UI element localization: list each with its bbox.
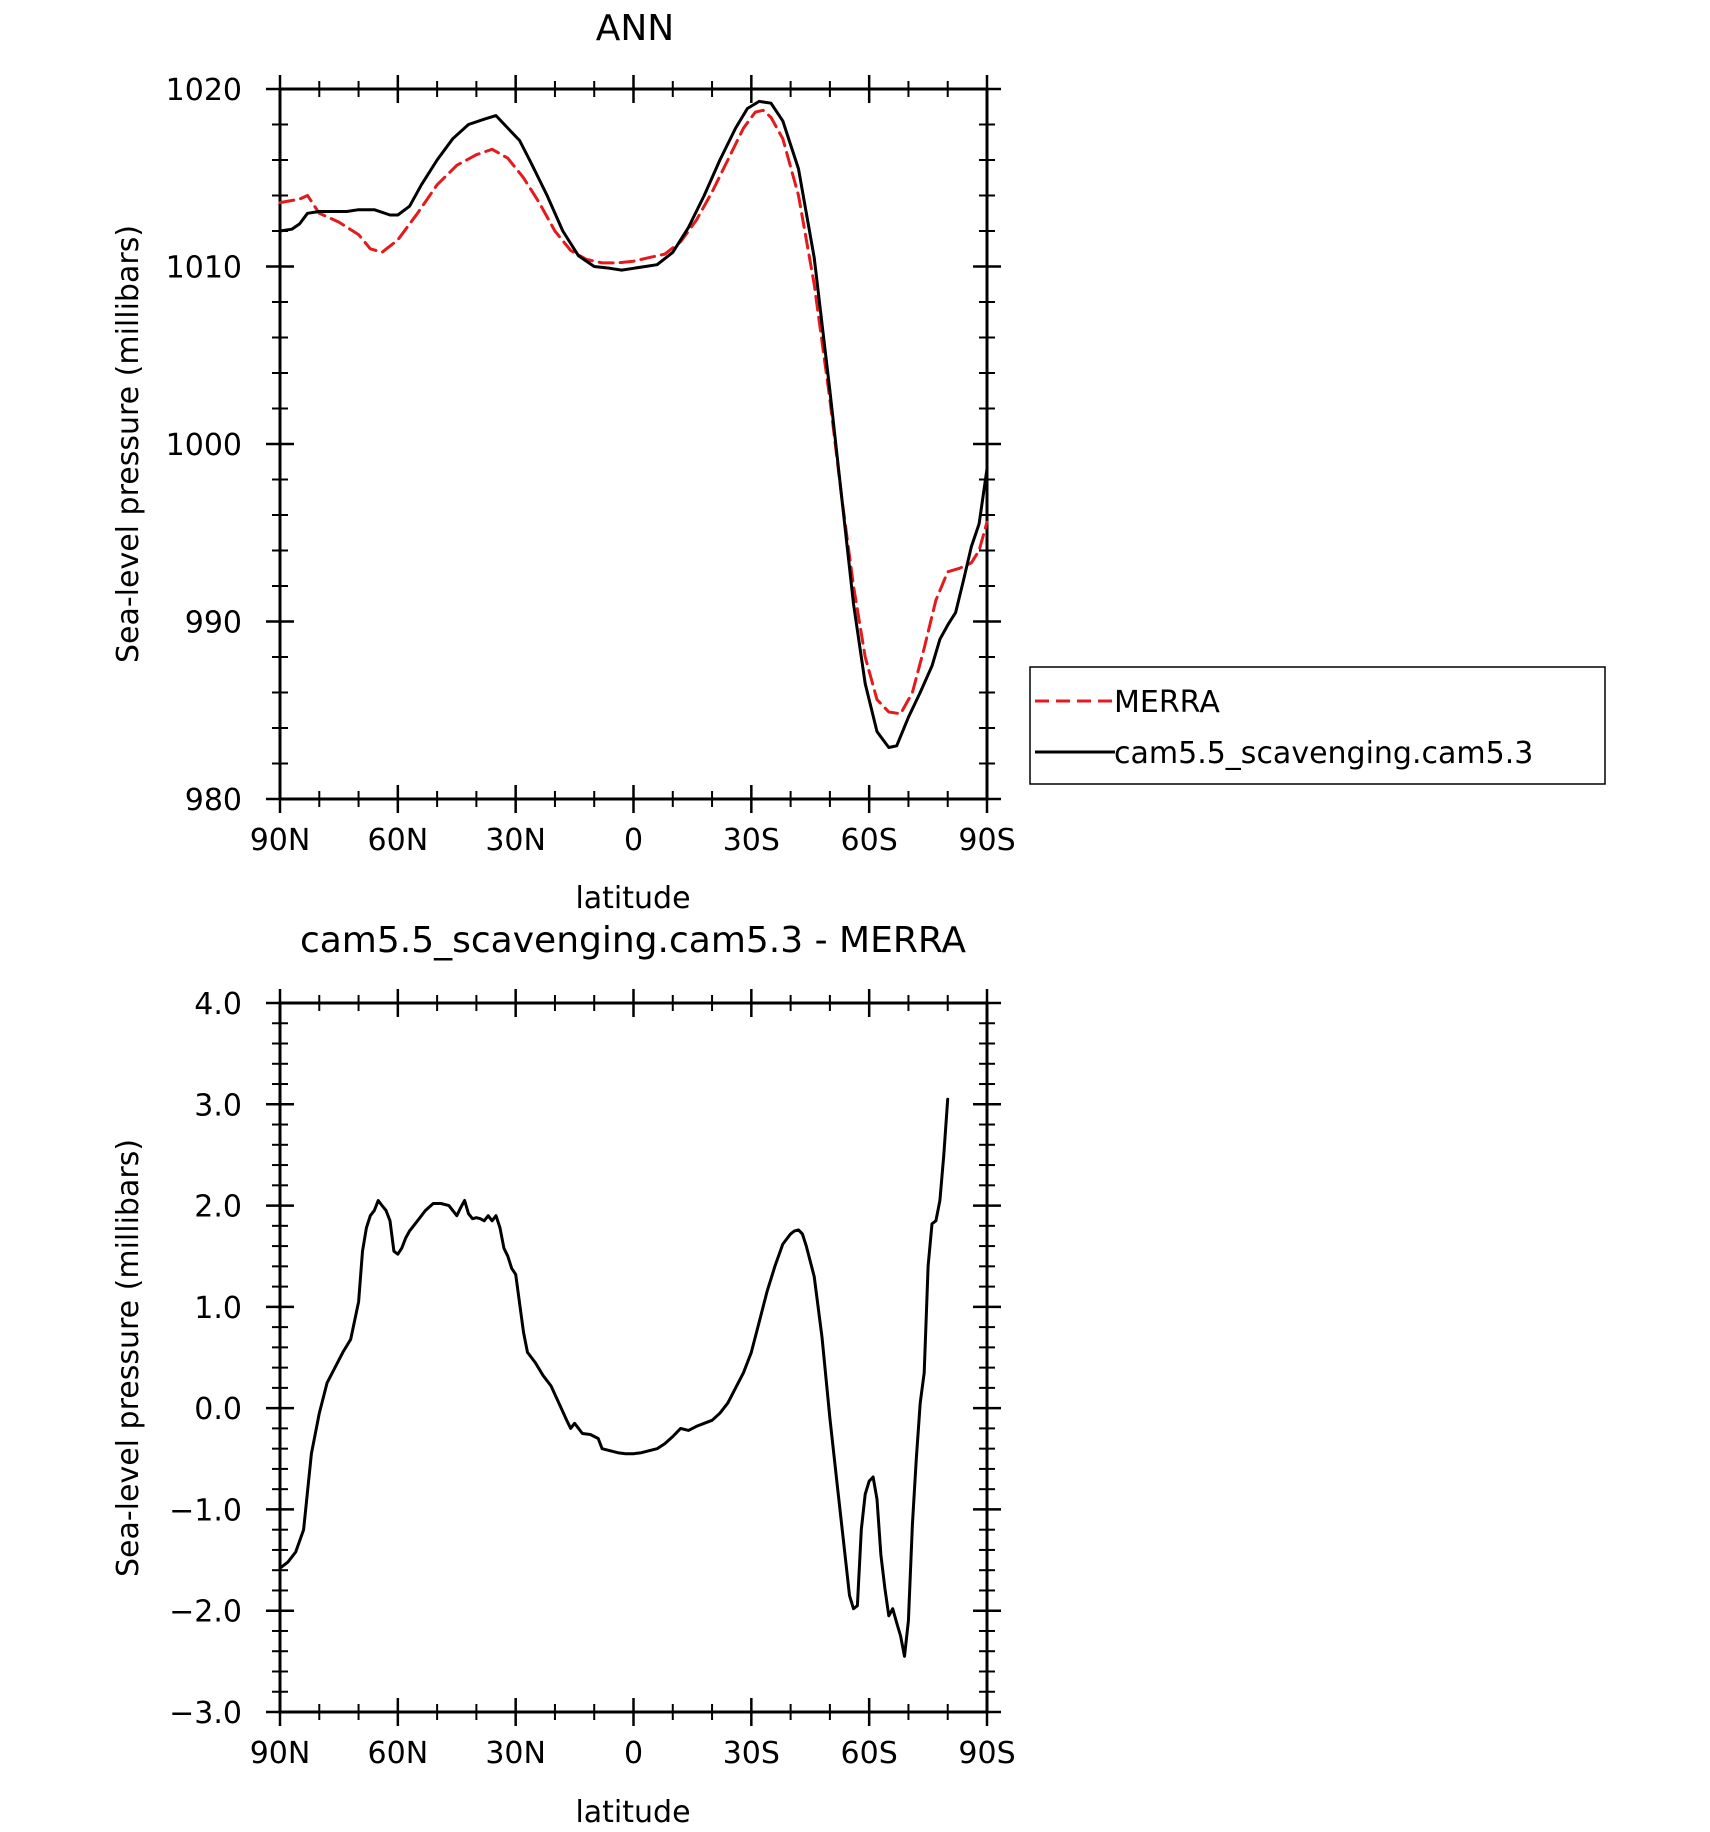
x-axis-label: latitude bbox=[575, 1795, 690, 1827]
y-tick-label: 2.0 bbox=[194, 1190, 242, 1225]
series-line-cam5-5-scavenging-cam5-3 bbox=[278, 99, 989, 749]
plot-frame bbox=[278, 87, 989, 801]
x-tick-label: 30S bbox=[723, 1736, 780, 1771]
chart-title: cam5.5_scavenging.cam5.3 - MERRA bbox=[300, 920, 966, 961]
x-tick-label: 0 bbox=[624, 823, 643, 858]
plot-frame bbox=[278, 1001, 989, 1714]
series-lines bbox=[278, 99, 989, 749]
x-tick-label: 90S bbox=[958, 1736, 1015, 1771]
plot-area: 4.0 3.0 2.0 1.0 0.0 −1.0 −2.0 −3.0 90N 60N 30N 0 30… bbox=[169, 987, 1015, 1771]
y-tick-labels: 4.0 3.0 2.0 1.0 0.0 −1.0 −2.0 −3.0 bbox=[169, 987, 242, 1731]
panel-bottom: cam5.5_scavenging.cam5.3 - MERRA 4.0 3.0 2… bbox=[111, 920, 1016, 1830]
x-tick-label: 60S bbox=[841, 823, 898, 858]
series-line-series-0 bbox=[278, 1097, 950, 1658]
y-tick-labels: 1020 1010 1000 990 980 bbox=[166, 73, 242, 818]
x-tick-label: 30S bbox=[723, 823, 780, 858]
x-tick-label: 90N bbox=[250, 1736, 311, 1771]
x-tick-label: 90N bbox=[250, 823, 311, 858]
legend-box bbox=[1029, 666, 1606, 785]
x-tick-labels: 90N 60N 30N 0 30S 60S 90S bbox=[250, 1736, 1016, 1771]
y-tick-label: 3.0 bbox=[194, 1088, 242, 1123]
x-axis-label: latitude bbox=[575, 881, 690, 916]
x-tick-label: 90S bbox=[958, 823, 1015, 858]
x-tick-labels: 90N 60N 30N 0 30S 60S 90S bbox=[250, 823, 1016, 858]
plot-area: 1020 1010 1000 990 980 90N 60N 30N 0 30S 60S 90S bbox=[166, 73, 1016, 858]
x-tick-label: 30N bbox=[485, 1736, 546, 1771]
y-tick-label: 4.0 bbox=[194, 987, 242, 1022]
tick-marks bbox=[266, 989, 1001, 1726]
legend: MERRA cam5.5_scavenging.cam5.3 bbox=[1029, 666, 1606, 785]
y-tick-label: −3.0 bbox=[169, 1696, 242, 1731]
y-tick-label: 1010 bbox=[166, 251, 242, 286]
x-tick-label: 60N bbox=[368, 823, 429, 858]
y-tick-label: 1000 bbox=[166, 428, 242, 463]
y-axis-label: Sea-level pressure (millibars) bbox=[111, 1139, 146, 1577]
x-tick-label: 60N bbox=[368, 1736, 429, 1771]
y-axis-label: Sea-level pressure (millibars) bbox=[111, 225, 146, 663]
y-tick-label: −2.0 bbox=[169, 1595, 242, 1630]
y-tick-label: 1.0 bbox=[194, 1291, 242, 1326]
series-lines bbox=[278, 1097, 950, 1658]
x-tick-label: 0 bbox=[624, 1736, 643, 1771]
series-line-merra bbox=[278, 108, 989, 716]
y-tick-label: 0.0 bbox=[194, 1392, 242, 1427]
chart-title: ANN bbox=[596, 8, 675, 49]
y-tick-label: 980 bbox=[185, 783, 242, 818]
legend-label-cam: cam5.5_scavenging.cam5.3 bbox=[1114, 736, 1533, 771]
tick-marks bbox=[266, 75, 1001, 813]
x-tick-label: 60S bbox=[841, 1736, 898, 1771]
legend-label-merra: MERRA bbox=[1114, 685, 1220, 720]
x-tick-label: 30N bbox=[485, 823, 546, 858]
y-tick-label: −1.0 bbox=[169, 1493, 242, 1528]
y-tick-label: 990 bbox=[185, 606, 242, 641]
y-tick-label: 1020 bbox=[166, 73, 242, 108]
